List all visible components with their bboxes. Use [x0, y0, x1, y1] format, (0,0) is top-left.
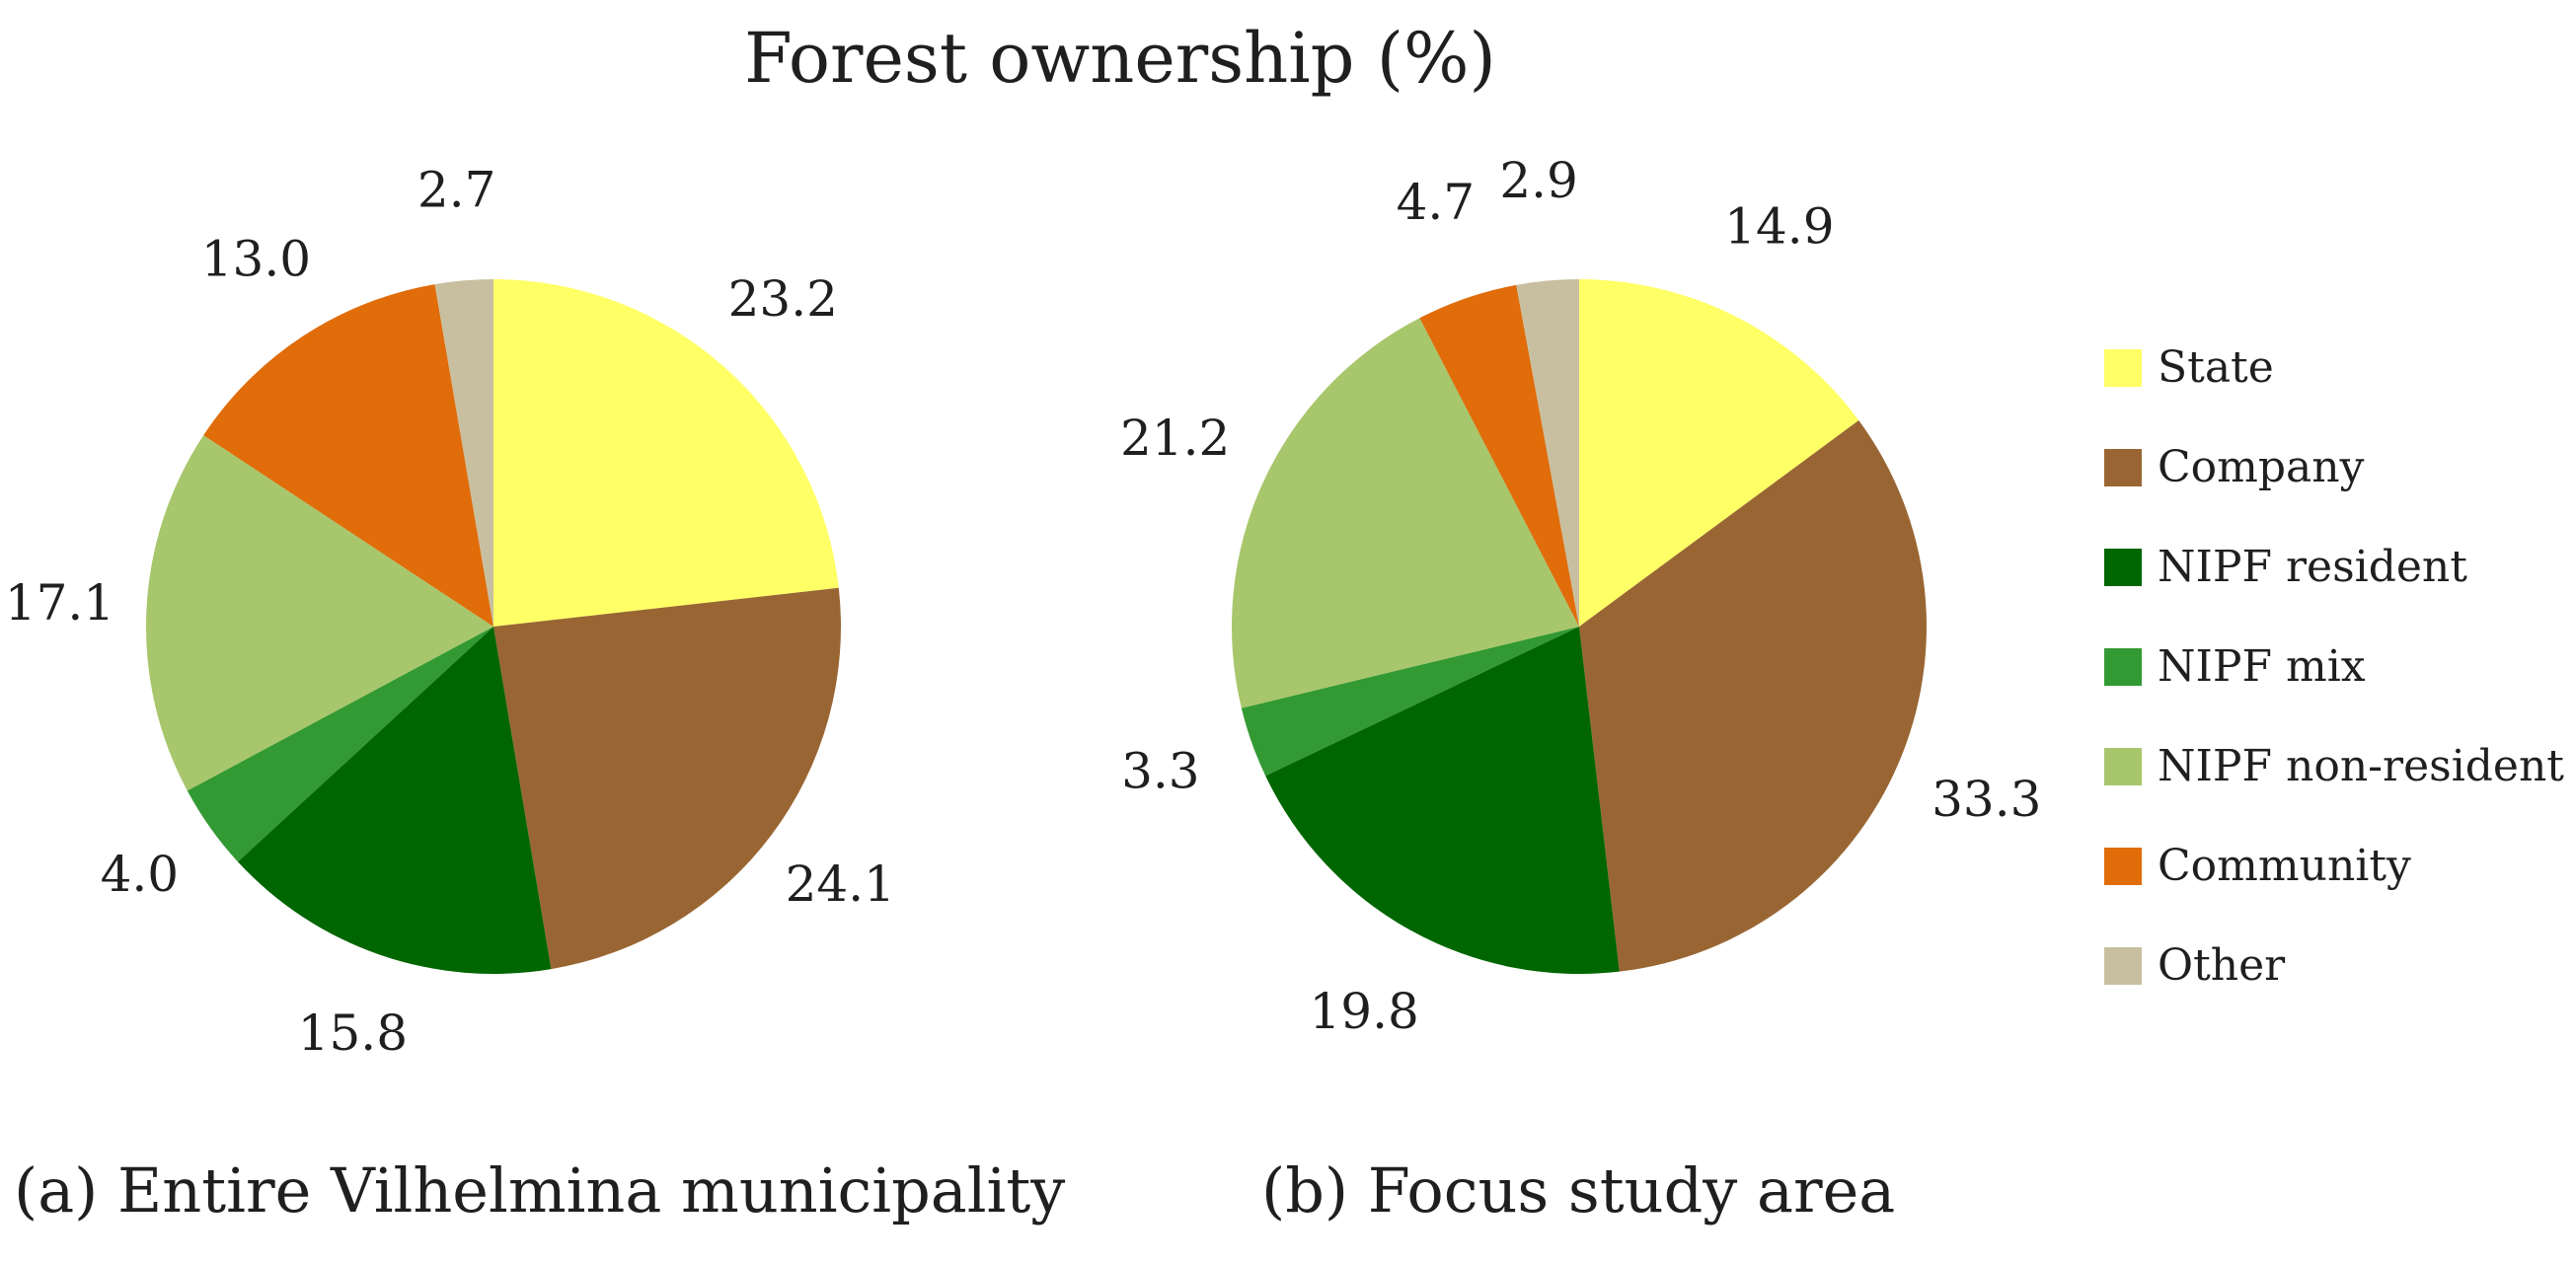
legend-item-state: State [2104, 318, 2564, 417]
legend-item-community: Community [2104, 816, 2564, 916]
pie-b-slice-other [1516, 279, 1579, 627]
pie-b-label-nipf-non-resident: 21.2 [1120, 409, 1230, 467]
legend-swatch-nipf-mix [2104, 647, 2142, 686]
legend-label-nipf-non-resident: NIPF non-resident [2158, 741, 2564, 791]
pie-b-label-nipf-mix: 3.3 [1121, 742, 1200, 799]
legend-label-nipf-mix: NIPF mix [2158, 641, 2366, 692]
legend-label-state: State [2158, 342, 2274, 393]
pie-b-label-state: 14.9 [1724, 197, 1834, 255]
chart-title: Forest ownership (%) [744, 18, 1496, 99]
pie-a-slice-nipf-mix [187, 627, 494, 862]
pie-b-label-nipf-resident: 19.8 [1310, 983, 1419, 1040]
legend: State Company NIPF resident NIPF mix NIP… [2104, 318, 2564, 1015]
pie-a-slice-other [434, 279, 493, 627]
pie-b-label-company: 33.3 [1932, 771, 2041, 828]
pie-a-label-nipf-resident: 15.8 [298, 1004, 408, 1062]
pie-a-slice-nipf-resident [237, 627, 552, 974]
legend-item-nipf-mix: NIPF mix [2104, 617, 2564, 716]
pie-a-label-other: 2.7 [417, 162, 496, 219]
legend-swatch-nipf-resident [2104, 548, 2142, 586]
legend-item-nipf-non-resident: NIPF non-resident [2104, 716, 2564, 816]
pie-a-label-community: 13.0 [201, 231, 311, 288]
legend-swatch-other [2104, 946, 2142, 985]
pie-b-slice-community [1419, 284, 1579, 627]
pie-b-label-community: 4.7 [1397, 174, 1476, 231]
caption-b: (b) Focus study area [1261, 1154, 1896, 1227]
legend-label-community: Community [2158, 841, 2411, 891]
pie-a-label-nipf-non-resident: 17.1 [5, 574, 114, 632]
pie-a-label-state: 23.2 [728, 270, 838, 328]
pie-b-slice-nipf-resident [1265, 627, 1620, 974]
pie-b-slice-company [1579, 420, 1927, 972]
legend-item-nipf-resident: NIPF resident [2104, 517, 2564, 617]
legend-swatch-nipf-non-resident [2104, 747, 2142, 785]
pie-b-label-other: 2.9 [1499, 152, 1578, 209]
pie-a-slice-company [493, 587, 842, 970]
pie-b-slice-state [1579, 279, 1859, 627]
legend-swatch-company [2104, 448, 2142, 486]
legend-swatch-community [2104, 847, 2142, 885]
legend-label-other: Other [2158, 940, 2286, 991]
legend-label-company: Company [2158, 442, 2365, 492]
legend-item-other: Other [2104, 916, 2564, 1015]
pie-a-label-nipf-mix: 4.0 [101, 846, 180, 903]
pie-a-label-company: 24.1 [786, 855, 895, 913]
pie-a-slice-community [203, 284, 493, 627]
pie-a-slice-state [493, 279, 839, 627]
pie-b-slice-nipf-mix [1241, 627, 1579, 777]
pie-b-slice-nipf-non-resident [1232, 318, 1579, 708]
legend-label-nipf-resident: NIPF resident [2158, 542, 2467, 592]
caption-a: (a) Entire Vilhelmina municipality [14, 1154, 1066, 1227]
legend-swatch-state [2104, 348, 2142, 387]
pie-a-slice-nipf-non-resident [145, 435, 493, 791]
legend-item-company: Company [2104, 417, 2564, 517]
